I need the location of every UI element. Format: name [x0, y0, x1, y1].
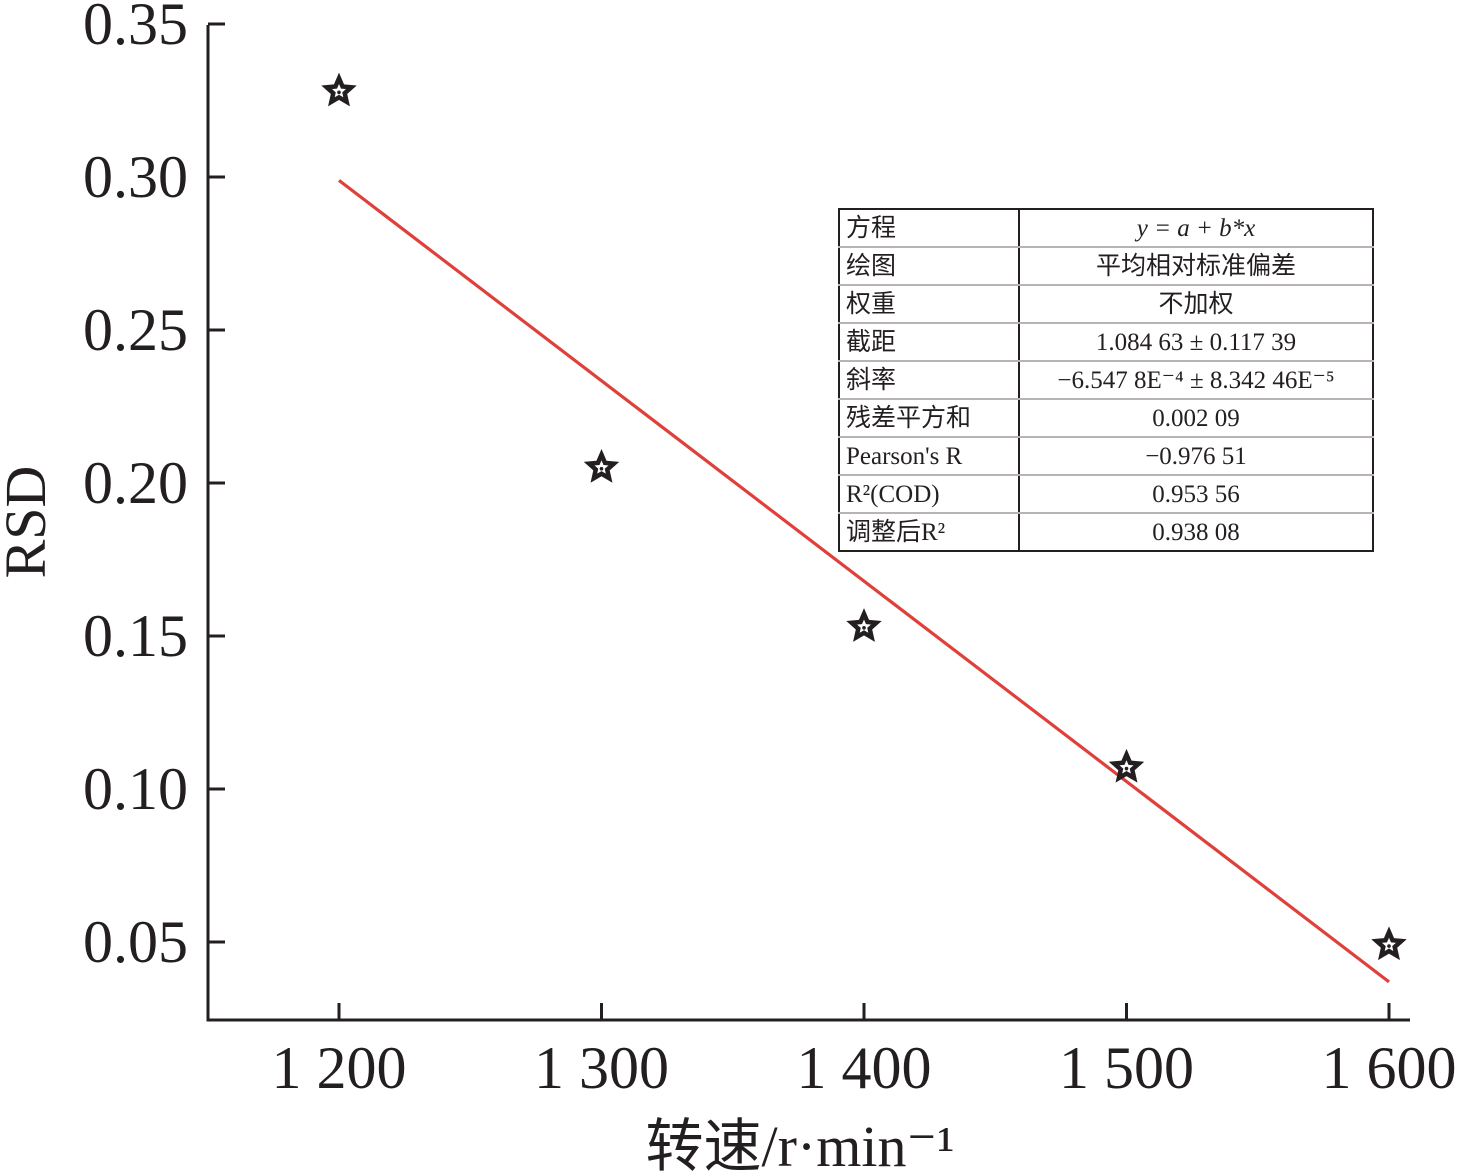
data-point	[1371, 926, 1407, 961]
y-tick-label: 0.25	[83, 297, 188, 363]
stats-key: R²(COD)	[839, 474, 1020, 514]
star-marker-center	[599, 466, 604, 471]
y-tick-label: 0.05	[83, 909, 188, 975]
data-point	[321, 72, 357, 107]
y-tick-label: 0.30	[83, 144, 188, 210]
stats-value: 0.002 09	[1018, 398, 1373, 438]
stats-row: 权重 不加权	[839, 284, 1373, 324]
star-marker-center	[1387, 944, 1391, 948]
stats-row: 斜率 −6.547 8E⁻⁴ ± 8.342 46E⁻⁵	[839, 360, 1373, 400]
fit-line-group	[338, 179, 1390, 984]
axes	[206, 25, 1410, 1022]
stats-row: Pearson's R −0.976 51	[839, 436, 1373, 476]
x-axis-ticks: 1 200 1 300 1 400 1 500 1 600	[272, 1003, 1457, 1101]
stats-key: 斜率	[839, 360, 1020, 400]
y-axis-ticks: 0.05 0.10 0.15 0.20 0.25 0.30 0.35	[83, 0, 225, 975]
star-marker	[583, 449, 620, 483]
stats-value: 0.953 56	[1018, 474, 1373, 514]
stats-value: −6.547 8E⁻⁴ ± 8.342 46E⁻⁵	[1018, 360, 1373, 400]
stats-value: 1.084 63 ± 0.117 39	[1018, 322, 1373, 362]
stats-value: 0.938 08	[1018, 512, 1373, 551]
stats-key: 绘图	[839, 246, 1020, 286]
stats-key: 调整后R²	[839, 512, 1020, 551]
fit-statistics-table: 方程 y = a + b*x 绘图 平均相对标准偏差 权重 不加权 截距 1.084 63 ±…	[838, 208, 1374, 552]
x-tick-label: 1 600	[1322, 1035, 1457, 1101]
y-tick-label: 0.20	[83, 450, 188, 516]
stats-value: 平均相对标准偏差	[1018, 246, 1373, 286]
linear-fit-line	[338, 179, 1390, 984]
star-marker	[1108, 748, 1145, 783]
stats-row: R²(COD) 0.953 56	[839, 474, 1373, 514]
stats-key: 方程	[839, 209, 1020, 248]
stats-value: −0.976 51	[1018, 436, 1373, 476]
x-tick-label: 1 200	[272, 1035, 407, 1101]
stats-key: 残差平方和	[839, 398, 1020, 438]
stats-row: 残差平方和 0.002 09	[839, 398, 1373, 438]
x-tick-label: 1 400	[797, 1035, 932, 1101]
stats-row: 绘图 平均相对标准偏差	[839, 246, 1373, 286]
stats-row: 调整后R² 0.938 08	[839, 512, 1373, 551]
axis-frame	[206, 25, 1410, 1022]
stats-key: Pearson's R	[839, 436, 1020, 476]
x-tick-label: 1 500	[1059, 1035, 1194, 1101]
stats-key: 截距	[839, 322, 1020, 362]
star-marker-center	[862, 626, 866, 630]
stats-key: 权重	[839, 284, 1020, 324]
data-points	[321, 72, 1407, 961]
stats-row: 截距 1.084 63 ± 0.117 39	[839, 322, 1373, 362]
star-marker	[1371, 926, 1407, 961]
y-axis-title: RSD	[0, 466, 58, 579]
star-marker-center	[337, 90, 341, 95]
data-point	[1108, 748, 1145, 783]
data-point	[583, 449, 620, 483]
stats-value: y = a + b*x	[1018, 209, 1373, 248]
star-marker	[321, 72, 357, 107]
y-tick-label: 0.35	[83, 0, 188, 57]
x-axis-title: 转速/r·min⁻¹	[646, 1114, 955, 1174]
star-marker-center	[1124, 766, 1129, 771]
y-tick-label: 0.10	[83, 756, 188, 822]
data-point	[846, 608, 882, 642]
stats-value: 不加权	[1018, 284, 1373, 324]
stats-row: 方程 y = a + b*x	[839, 209, 1373, 248]
star-marker	[846, 608, 882, 642]
y-tick-label: 0.15	[83, 603, 188, 669]
x-tick-label: 1 300	[534, 1035, 669, 1101]
